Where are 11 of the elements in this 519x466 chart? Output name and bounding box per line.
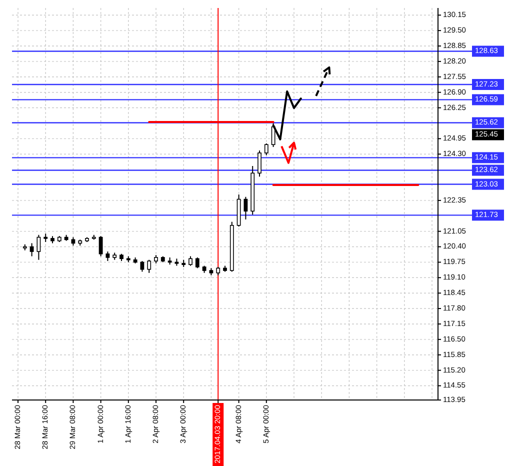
candlestick [36, 234, 41, 260]
candlestick [244, 196, 248, 220]
candlestick [188, 256, 192, 266]
candlestick [30, 242, 34, 257]
candlestick [264, 142, 268, 156]
candlestick [258, 150, 262, 178]
candlestick [98, 236, 103, 257]
candlestick [147, 259, 152, 274]
candlestick [106, 251, 110, 262]
candlestick [195, 256, 200, 269]
candlestick [140, 260, 144, 272]
